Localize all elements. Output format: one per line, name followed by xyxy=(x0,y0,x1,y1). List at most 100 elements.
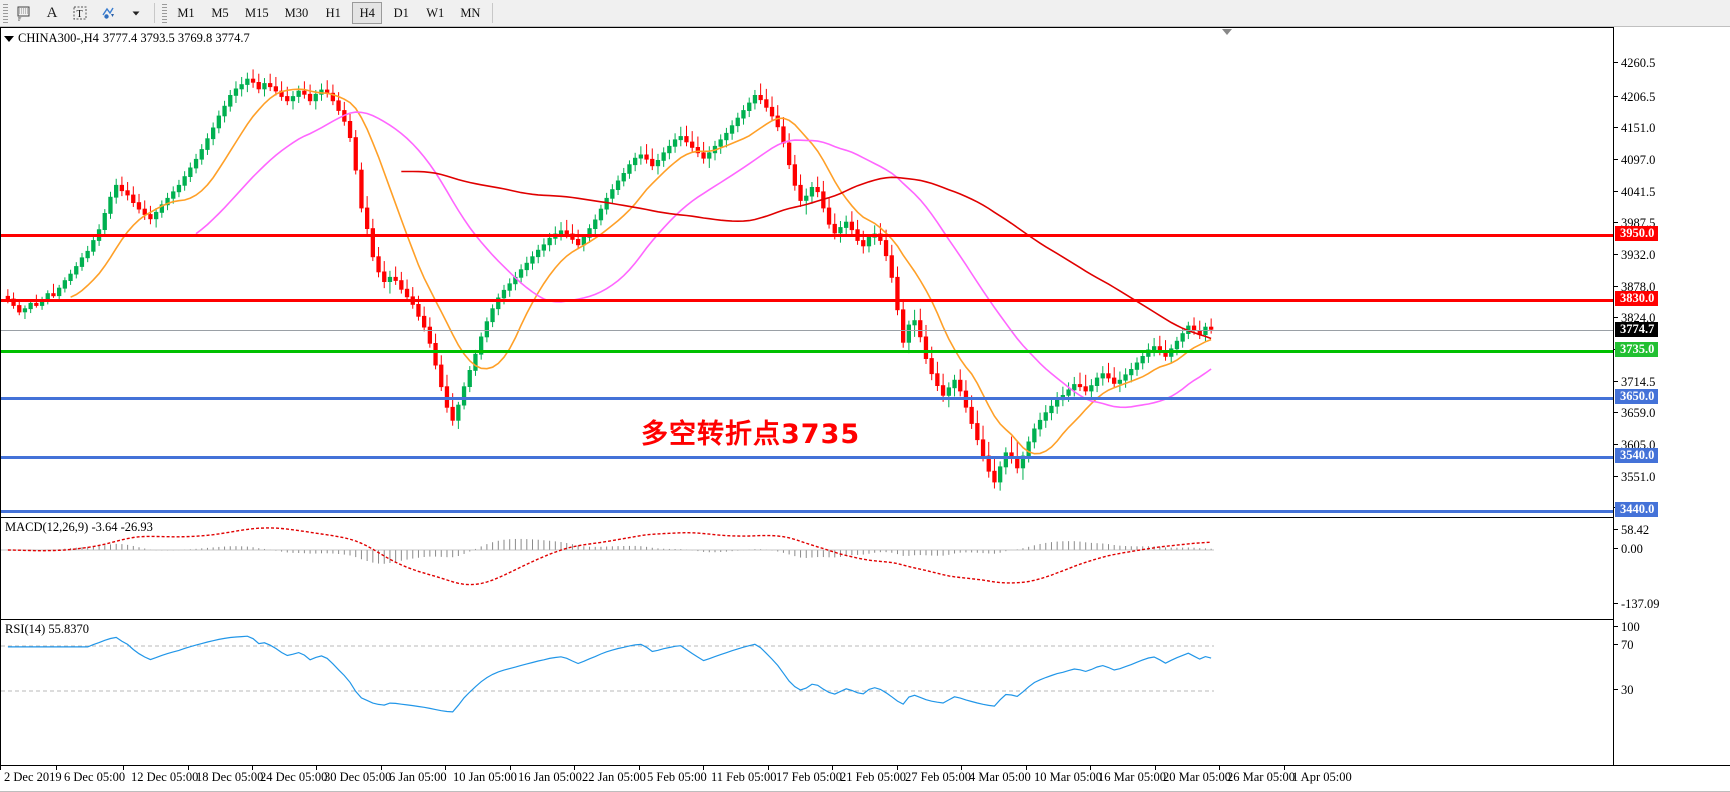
axis-tick-30: 30 xyxy=(1614,684,1634,696)
date-label: 6 Jan 05:00 xyxy=(389,770,447,784)
date-tickmark xyxy=(768,766,769,770)
resistance-line-3830[interactable] xyxy=(1,299,1613,302)
date-tickmark xyxy=(574,766,575,770)
price-marker-support-3735[interactable]: 3735.0 xyxy=(1615,342,1659,357)
text-label-icon[interactable]: A xyxy=(46,4,58,21)
resistance-line-3950[interactable] xyxy=(1,234,1613,237)
price-marker-current-price[interactable]: 3774.7 xyxy=(1615,322,1659,337)
timeframe-m15[interactable]: M15 xyxy=(245,5,269,20)
template-icon[interactable]: F xyxy=(11,2,37,25)
date-tickmark xyxy=(188,766,189,770)
axis-tick-4097.0: 4097.0 xyxy=(1614,154,1655,166)
axis-tick--137.09: -137.09 xyxy=(1614,598,1660,610)
date-tickmark xyxy=(510,766,511,770)
timeframe-mn[interactable]: MN xyxy=(460,5,481,20)
axis-tick-4260.5: 4260.5 xyxy=(1614,57,1655,69)
timeframe-m1[interactable]: M1 xyxy=(177,5,195,20)
date-label: 24 Dec 05:00 xyxy=(260,770,328,784)
macd-series xyxy=(1,527,1214,586)
date-label: 21 Feb 05:00 xyxy=(840,770,906,784)
chart-annotation-text[interactable]: 多空转折点3735 xyxy=(641,419,861,450)
symbol-ohlc: 3777.4 3793.5 3769.8 3774.7 xyxy=(102,31,250,45)
rsi-indicator-label: RSI(14) 55.8370 xyxy=(5,622,90,636)
timeframe-group: M1 M5 M15 M30 H1 H4 D1 W1 MN xyxy=(169,2,488,24)
date-label: 17 Feb 05:00 xyxy=(776,770,842,784)
timeframe-h1[interactable]: H1 xyxy=(325,5,341,20)
axis-tick-3932.0: 3932.0 xyxy=(1614,249,1655,261)
date-tickmark xyxy=(897,766,898,770)
rsi-series xyxy=(1,635,1214,713)
date-tickmark xyxy=(381,766,382,770)
axis-tick-4206.5: 4206.5 xyxy=(1614,91,1655,103)
date-label: 20 Mar 05:00 xyxy=(1163,770,1232,784)
axis-tick-100: 100 xyxy=(1614,621,1640,633)
timeframe-toolbar-grip[interactable] xyxy=(162,3,167,23)
axis-tick-3551.0: 3551.0 xyxy=(1614,471,1655,483)
date-label: 10 Mar 05:00 xyxy=(1034,770,1103,784)
date-tickmark xyxy=(703,766,704,770)
text-box-icon[interactable]: T xyxy=(67,2,93,25)
timeframe-w1[interactable]: W1 xyxy=(426,5,445,20)
svg-text:F: F xyxy=(18,17,22,21)
timeframe-d1[interactable]: D1 xyxy=(393,5,409,20)
level-line-3540[interactable] xyxy=(1,456,1613,459)
symbol-header: CHINA300-,H4 3777.4 3793.5 3769.8 3774.7 xyxy=(4,31,250,46)
axis-tick-70: 70 xyxy=(1614,639,1634,651)
date-label: 11 Feb 05:00 xyxy=(711,770,777,784)
toolbar-divider xyxy=(154,3,155,23)
axis-tick-3878.0: 3878.0 xyxy=(1614,281,1655,293)
price-axis[interactable]: 4260.5 4206.5 4151.0 4097.0 4041.5 3987.5 3932… xyxy=(1613,27,1730,765)
date-axis[interactable]: 2 Dec 2019 6 Dec 05:00 12 Dec 05:00 18 Dec … xyxy=(0,765,1730,792)
date-label: 10 Jan 05:00 xyxy=(453,770,517,784)
date-tickmark xyxy=(639,766,640,770)
date-label: 12 Dec 05:00 xyxy=(131,770,199,784)
cursor-position-marker xyxy=(1222,29,1232,35)
axis-tick-4041.5: 4041.5 xyxy=(1614,186,1655,198)
symbol-name: CHINA300-,H4 xyxy=(18,31,99,45)
timeframe-m5[interactable]: M5 xyxy=(211,5,229,20)
date-label: 4 Mar 05:00 xyxy=(969,770,1031,784)
rsi-pane-divider xyxy=(1,619,1613,620)
timeframe-h4[interactable]: H4 xyxy=(352,2,383,24)
macd-indicator-label: MACD(12,26,9) -3.64 -26.93 xyxy=(5,520,153,534)
axis-tick-0.00: 0.00 xyxy=(1614,543,1643,555)
timeframe-m30[interactable]: M30 xyxy=(284,5,309,20)
date-label: 1 Apr 05:00 xyxy=(1292,770,1352,784)
support-line-3735[interactable] xyxy=(1,350,1613,353)
svg-text:T: T xyxy=(77,9,83,20)
price-marker-level-3440[interactable]: 3440.0 xyxy=(1615,502,1659,517)
level-line-3440[interactable] xyxy=(1,510,1613,513)
axis-tick-4151.0: 4151.0 xyxy=(1614,122,1655,134)
price-marker-resistance-3950[interactable]: 3950.0 xyxy=(1615,226,1659,241)
date-label: 26 Mar 05:00 xyxy=(1227,770,1296,784)
date-label: 6 Dec 05:00 xyxy=(64,770,126,784)
macd-pane-divider xyxy=(1,517,1613,518)
axis-tick-3824.0: 3824.0 xyxy=(1614,312,1655,324)
price-marker-resistance-3830[interactable]: 3830.0 xyxy=(1615,291,1659,306)
toolbar-divider-2 xyxy=(492,3,494,23)
candlestick-series xyxy=(5,69,1214,491)
date-tickmark xyxy=(1090,766,1091,770)
date-label: 5 Feb 05:00 xyxy=(647,770,707,784)
price-marker-level-3650[interactable]: 3650.0 xyxy=(1615,389,1659,404)
date-tickmark xyxy=(1155,766,1156,770)
price-chart-plot[interactable]: CHINA300-,H4 3777.4 3793.5 3769.8 3774.7… xyxy=(0,27,1613,765)
price-marker-level-3540[interactable]: 3540.0 xyxy=(1615,448,1659,463)
dropdown-arrow-icon[interactable] xyxy=(123,2,149,25)
toolbar-grip[interactable] xyxy=(3,3,8,23)
date-label: 30 Dec 05:00 xyxy=(324,770,392,784)
date-label: 16 Jan 05:00 xyxy=(518,770,582,784)
date-tickmark xyxy=(1284,766,1285,770)
date-tickmark xyxy=(0,766,1,770)
chevron-down-icon[interactable] xyxy=(4,35,14,42)
date-tickmark xyxy=(832,766,833,770)
date-tickmark xyxy=(1219,766,1220,770)
date-tickmark xyxy=(961,766,962,770)
chart-container: CHINA300-,H4 3777.4 3793.5 3769.8 3774.7… xyxy=(0,27,1730,792)
date-label: 18 Dec 05:00 xyxy=(196,770,264,784)
date-label: 27 Feb 05:00 xyxy=(905,770,971,784)
axis-tick-3659.0: 3659.0 xyxy=(1614,407,1655,419)
level-line-3650[interactable] xyxy=(1,397,1613,400)
crosshair-tools-icon[interactable] xyxy=(95,2,121,25)
date-tickmark xyxy=(56,766,57,770)
